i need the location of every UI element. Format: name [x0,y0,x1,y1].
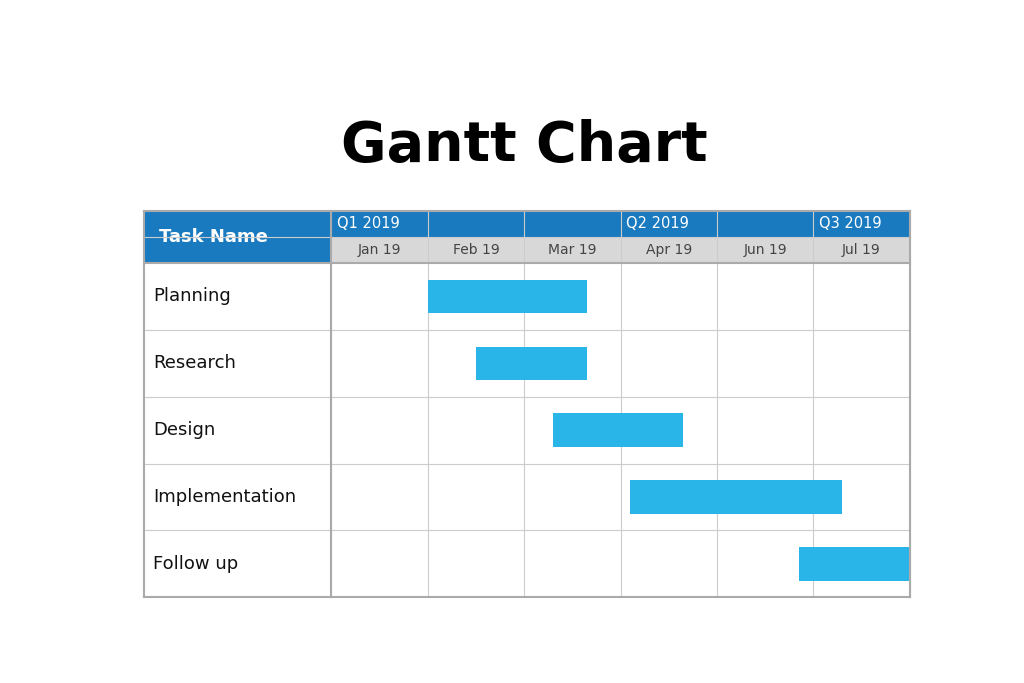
Bar [524,237,621,263]
Text: Research: Research [154,354,237,372]
Bar [143,263,909,330]
Text: Gantt Chart: Gantt Chart [341,119,709,173]
Text: Planning: Planning [154,288,231,305]
Text: Jun 19: Jun 19 [743,243,787,257]
Bar [813,237,909,263]
Text: Apr 19: Apr 19 [646,243,692,257]
Bar [717,237,813,263]
Bar [428,237,524,263]
Text: Implementation: Implementation [154,488,297,506]
Text: Jan 19: Jan 19 [358,243,401,257]
Bar [476,346,587,380]
Bar [621,237,717,263]
Text: Q1 2019: Q1 2019 [337,217,399,232]
Bar [143,397,909,464]
Bar [428,280,587,313]
Bar [630,480,842,514]
Bar [553,413,683,447]
Bar [143,211,332,263]
Bar [621,211,813,237]
Bar [143,464,909,531]
Text: Task Name: Task Name [159,228,267,246]
Bar [143,330,909,397]
Bar [332,211,621,237]
Bar [143,211,909,598]
Bar [813,211,909,237]
Text: Design: Design [154,421,216,439]
Text: Follow up: Follow up [154,555,239,573]
Bar [332,237,428,263]
Text: Mar 19: Mar 19 [548,243,597,257]
Text: Q2 2019: Q2 2019 [626,217,689,232]
Text: Jul 19: Jul 19 [842,243,881,257]
Text: Feb 19: Feb 19 [453,243,500,257]
Bar [143,531,909,598]
Text: Q3 2019: Q3 2019 [819,217,882,232]
Bar [799,547,909,581]
